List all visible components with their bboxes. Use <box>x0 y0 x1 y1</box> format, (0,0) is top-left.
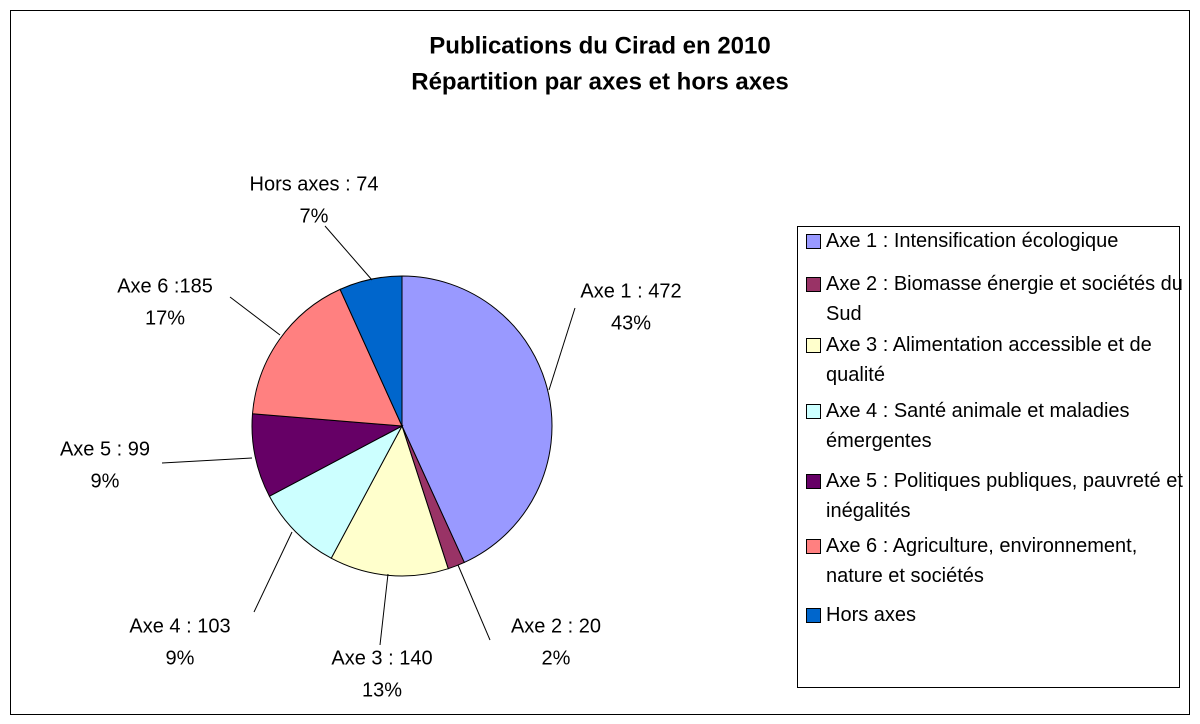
slice-percent: 7% <box>300 205 329 227</box>
chart-title: Publications du Cirad en 2010 <box>429 32 770 59</box>
pie-slice <box>251 413 404 497</box>
slice-label: Axe 4 : 103 <box>129 615 230 637</box>
slice-percent: 9% <box>91 470 120 492</box>
legend-label: Hors axes <box>826 604 917 626</box>
pie-slice <box>268 424 404 559</box>
leader-line <box>253 531 293 613</box>
legend-swatch <box>806 539 821 554</box>
leader-line <box>229 296 281 336</box>
slice-label: Axe 6 :185 <box>117 275 213 297</box>
legend-swatch <box>806 338 821 353</box>
slice-percent: 2% <box>542 647 571 669</box>
legend-swatch <box>806 234 821 249</box>
leader-line <box>161 457 253 464</box>
legend-item: Axe 6 : Agriculture, environnement, natu… <box>806 531 1186 591</box>
slice-label: Hors axes : 74 <box>250 173 379 195</box>
leader-line <box>324 225 373 281</box>
legend-label: Axe 1 : Intensification écologique <box>826 230 1119 252</box>
legend-item: Axe 4 : Santé animale et maladies émerge… <box>806 396 1186 456</box>
chart-subtitle: Répartition par axes et hors axes <box>411 68 788 95</box>
legend-swatch <box>806 608 821 623</box>
pie-slice <box>330 424 449 577</box>
slice-label: Axe 2 : 20 <box>511 615 601 637</box>
leader-line <box>457 564 491 641</box>
legend-item: Axe 3 : Alimentation accessible et de qu… <box>806 330 1186 390</box>
slice-percent: 17% <box>145 307 185 329</box>
slice-label: Axe 3 : 140 <box>331 647 432 669</box>
legend-item: Axe 5 : Politiques publiques, pauvreté e… <box>806 466 1186 526</box>
legend-label: Axe 5 : Politiques publiques, pauvreté e… <box>826 470 1183 522</box>
slice-label: Axe 5 : 99 <box>60 438 150 460</box>
slice-percent: 43% <box>611 312 651 334</box>
legend: Axe 1 : Intensification écologique Axe 2 … <box>797 226 1183 688</box>
legend-item: Axe 1 : Intensification écologique <box>806 226 1186 256</box>
legend-swatch <box>806 404 821 419</box>
pie-slice <box>339 275 403 427</box>
leader-line <box>379 573 389 646</box>
pie-slice <box>251 288 403 427</box>
legend-item: Axe 2 : Biomasse énergie et sociétés du … <box>806 269 1186 329</box>
legend-label: Axe 4 : Santé animale et maladies émerge… <box>826 400 1130 452</box>
slice-percent: 9% <box>166 647 195 669</box>
legend-item: Hors axes <box>806 600 1186 630</box>
legend-label: Axe 2 : Biomasse énergie et sociétés du … <box>826 273 1183 325</box>
pie-slice <box>401 275 553 564</box>
leader-line <box>548 307 576 391</box>
legend-label: Axe 6 : Agriculture, environnement, natu… <box>826 535 1138 587</box>
legend-label: Axe 3 : Alimentation accessible et de qu… <box>826 334 1152 386</box>
legend-swatch <box>806 277 821 292</box>
legend-swatch <box>806 474 821 489</box>
slice-percent: 13% <box>362 679 402 701</box>
slice-label: Axe 1 : 472 <box>580 280 681 302</box>
